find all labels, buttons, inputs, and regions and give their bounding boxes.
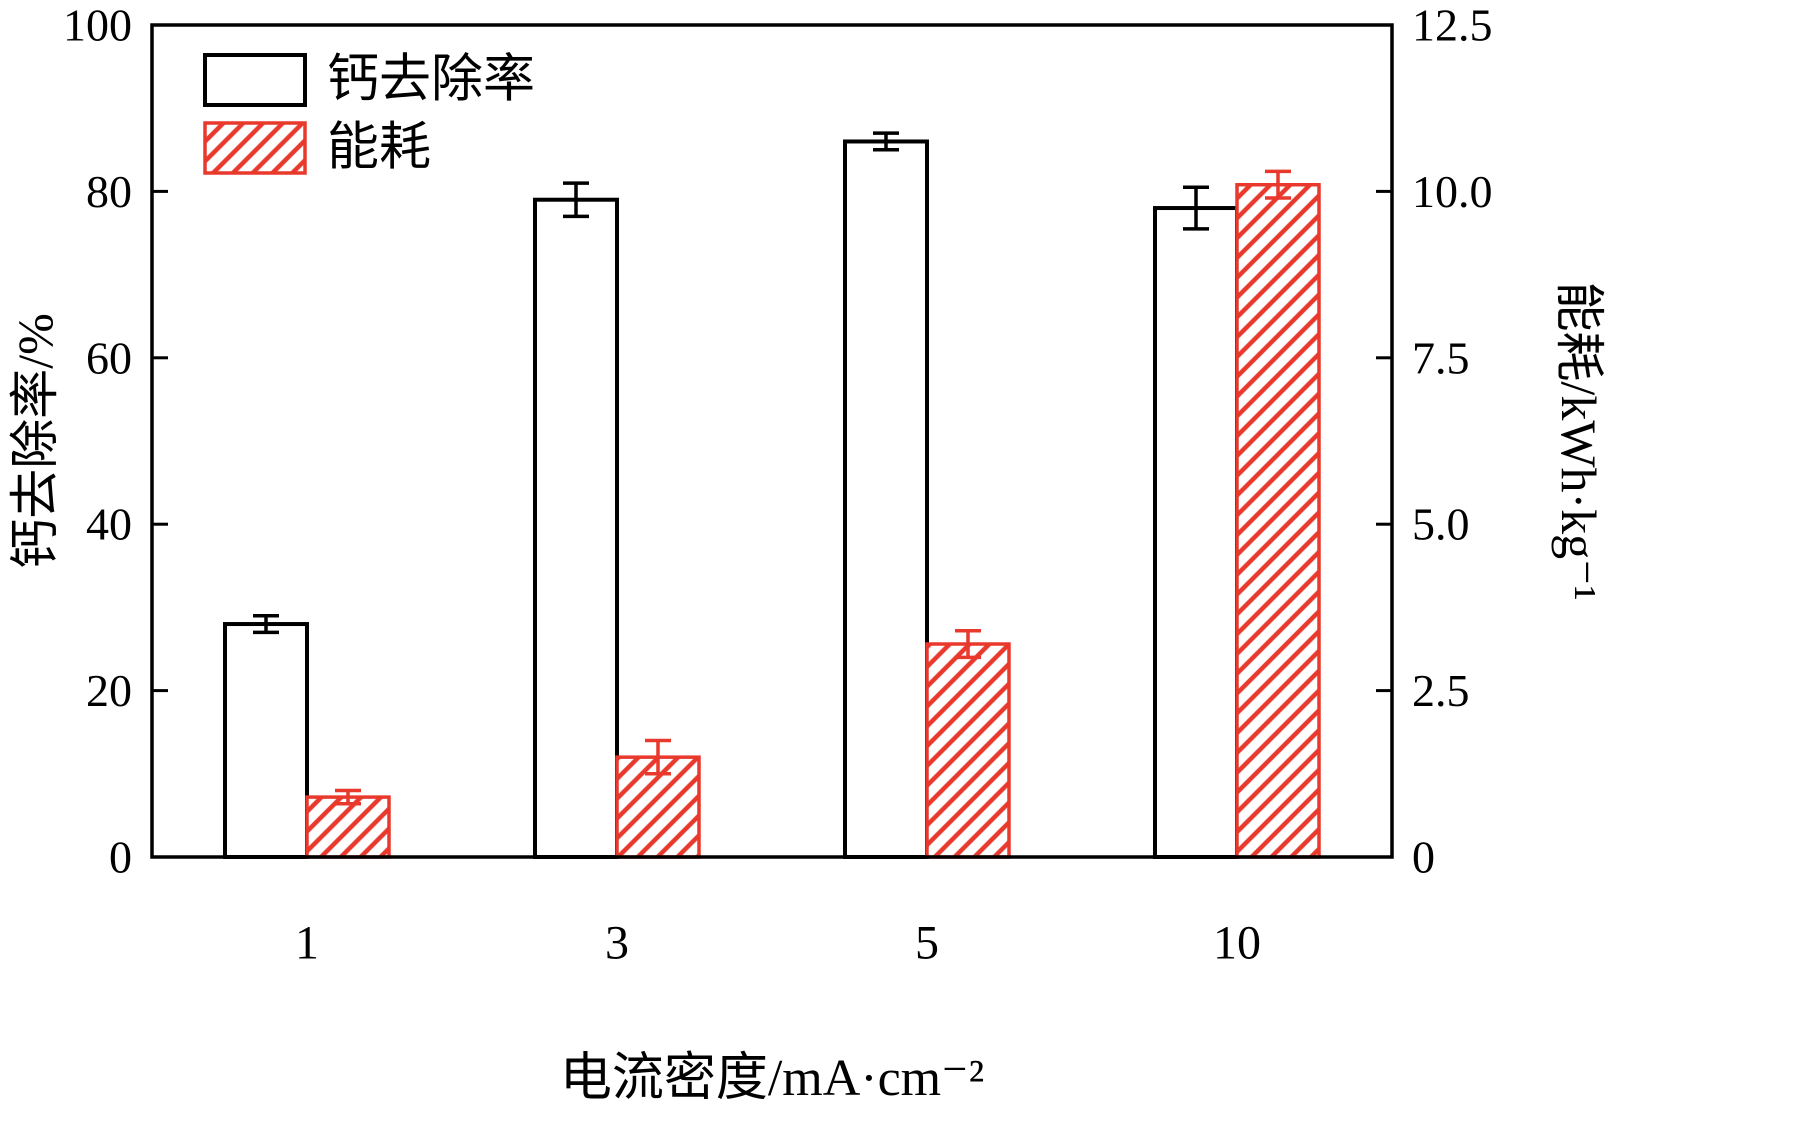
ytick-label-left: 80 xyxy=(86,166,132,217)
ytick-label-left: 0 xyxy=(109,832,132,883)
plot-border xyxy=(150,23,1394,859)
bar-removal-10 xyxy=(1153,206,1239,860)
bar-removal-3 xyxy=(533,197,619,860)
legend-label-energy: 能耗 xyxy=(327,120,431,177)
y-axis-title-left: 钙去除率/% xyxy=(7,313,63,569)
ytick-label-right: 7.5 xyxy=(1412,332,1470,383)
ytick-label-left: 20 xyxy=(86,665,132,716)
y-axis-title-right: 能耗/kWh·kg⁻¹ xyxy=(1551,281,1607,600)
xtick-label: 1 xyxy=(295,917,319,970)
ytick-label-left: 100 xyxy=(63,0,132,51)
ytick-label-right: 2.5 xyxy=(1412,665,1470,716)
ytick-label-left: 40 xyxy=(86,499,132,550)
xtick-label: 10 xyxy=(1213,917,1261,970)
ytick-label-right: 0 xyxy=(1412,832,1435,883)
bar-energy-10 xyxy=(1235,182,1321,859)
ytick-label-right: 5.0 xyxy=(1412,499,1470,550)
x-axis-title: 电流密度/mA·cm⁻² xyxy=(560,1050,984,1107)
bar-removal-1 xyxy=(223,622,309,859)
ytick-label-left: 60 xyxy=(86,332,132,383)
ytick-label-right: 10.0 xyxy=(1412,166,1493,217)
xtick-label: 3 xyxy=(605,917,629,970)
xtick-label: 5 xyxy=(915,917,939,970)
bar-energy-5 xyxy=(925,642,1011,859)
ytick-label-right: 12.5 xyxy=(1412,0,1493,51)
legend-label-removal: 钙去除率 xyxy=(327,52,535,109)
bar-energy-1 xyxy=(305,795,391,859)
legend-swatch-energy xyxy=(203,121,307,175)
bar-removal-5 xyxy=(843,139,929,860)
legend-swatch-removal xyxy=(203,53,307,107)
